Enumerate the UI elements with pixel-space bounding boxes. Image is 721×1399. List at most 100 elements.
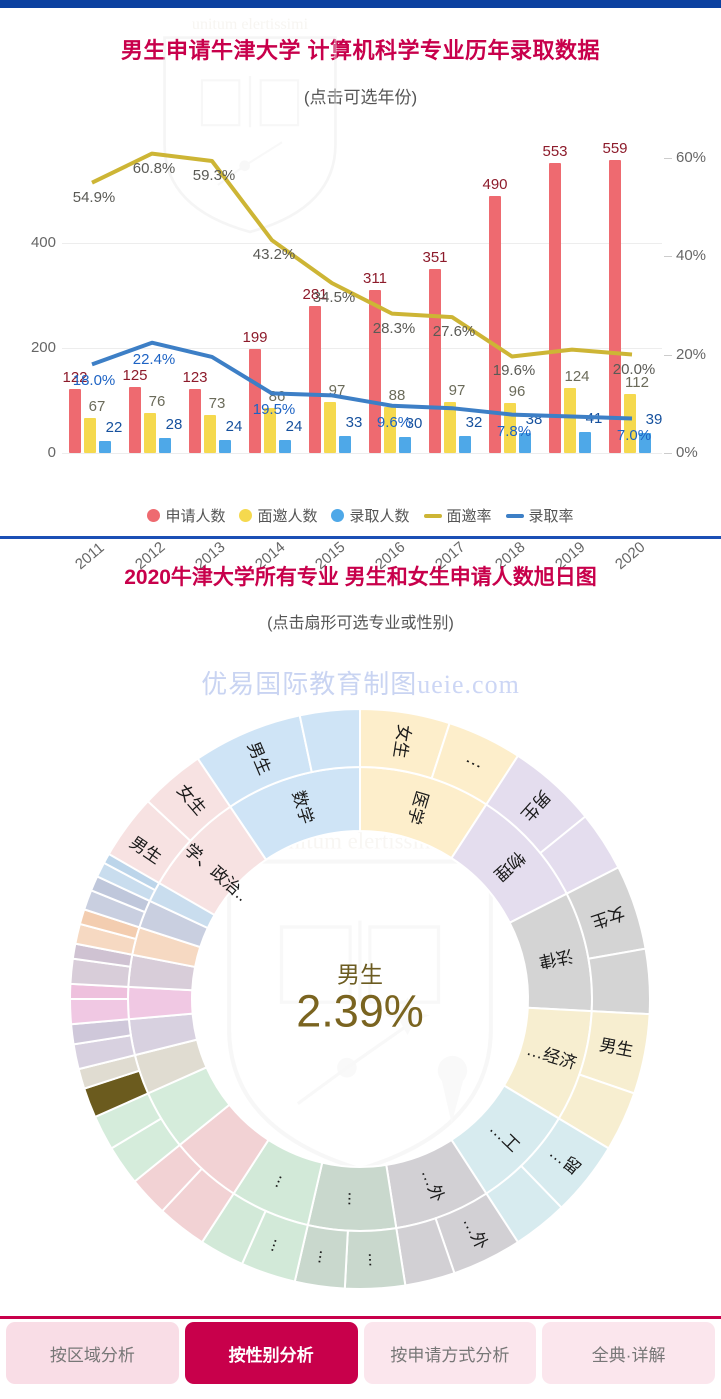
data-label: 24 (285, 418, 303, 436)
bar[interactable] (264, 407, 276, 453)
tab-0[interactable]: 按区域分析 (6, 1322, 179, 1384)
data-label: 281 (302, 285, 328, 303)
bar[interactable] (459, 436, 471, 453)
bar[interactable] (399, 437, 411, 453)
sunburst-subtitle: (点击扇形可选专业或性别) (267, 615, 454, 632)
rate-label: 7.8% (496, 422, 532, 440)
rate-label: 7.0% (616, 426, 652, 444)
y-axis-left-tick: 200 (30, 339, 56, 357)
bar[interactable] (84, 417, 96, 453)
bar[interactable] (369, 289, 381, 453)
bar[interactable] (564, 388, 576, 453)
bar-group[interactable] (185, 128, 239, 453)
legend-item[interactable]: 录取人数 (331, 505, 410, 526)
oxford-crest-watermark: unitum elertissimi (163, 16, 337, 234)
sunburst-segment-label: ... (267, 1237, 290, 1256)
data-label: 112 (625, 374, 649, 392)
page-subtitle: (点击可选年份) (303, 88, 418, 107)
sunburst-segment-label: ... (271, 1173, 294, 1193)
legend-label: 录取率 (528, 508, 574, 525)
page-title: 男生申请牛津大学 计算机科学专业历年录取数据 (120, 38, 601, 63)
bar-group[interactable] (125, 128, 179, 453)
bar[interactable] (99, 441, 111, 453)
gridline (62, 453, 662, 454)
bar[interactable] (489, 196, 501, 453)
tabbar[interactable]: 按区域分析 按性别分析 按申请方式分析 全典·详解 (0, 1322, 721, 1384)
y-axis-left-tick: 0 (47, 444, 56, 461)
legend-item[interactable]: 申请人数 (147, 505, 225, 526)
legend-dot-icon (331, 509, 345, 522)
y-axis-right-tick: 0% (676, 444, 698, 461)
bar[interactable] (579, 431, 591, 453)
legend-line-icon (423, 513, 442, 518)
tab-3[interactable]: 全典·详解 (542, 1322, 715, 1384)
legend-dot-icon (147, 509, 161, 522)
bar[interactable] (204, 414, 216, 453)
legend-item[interactable]: 录取率 (505, 505, 574, 526)
tick-mark (664, 157, 672, 159)
bar-groups[interactable] (62, 128, 662, 453)
bar[interactable] (624, 394, 636, 453)
sunburst-segment[interactable] (68, 998, 130, 1026)
line-series[interactable] (91, 151, 633, 359)
bar-group[interactable] (365, 128, 419, 453)
bar[interactable] (339, 435, 351, 453)
gridline (62, 348, 662, 350)
tab-1[interactable]: 按性别分析 (184, 1322, 358, 1384)
legend-item[interactable]: 面邀率 (423, 505, 492, 526)
bar[interactable] (609, 159, 621, 453)
section-divider (0, 536, 721, 539)
rate-label: 34.5% (312, 289, 356, 307)
y-axis-right-tick: 20% (676, 345, 707, 363)
sunburst-title: 2020牛津大学所有专业 男生和女生申请人数旭日图 (124, 566, 597, 589)
bar[interactable] (444, 402, 456, 453)
legend-item[interactable]: 面邀人数 (239, 505, 317, 526)
bar[interactable] (309, 305, 321, 453)
bar[interactable] (384, 406, 396, 453)
bar[interactable] (324, 402, 336, 453)
rate-label: 60.8% (132, 159, 176, 177)
chart-legend[interactable]: 申请人数 面邀人数 录取人数 面邀率 录取率 (0, 505, 721, 526)
bar[interactable] (159, 438, 171, 453)
bar[interactable] (69, 389, 81, 453)
line-series[interactable] (91, 340, 633, 421)
data-label: 123 (182, 368, 208, 386)
data-label: 122 (62, 369, 88, 387)
bar-group[interactable] (545, 128, 599, 453)
bar[interactable] (144, 413, 156, 453)
sunburst-segment[interactable] (127, 985, 194, 1021)
bar[interactable] (519, 433, 531, 453)
sunburst-segment[interactable] (102, 852, 161, 892)
rate-label: 43.2% (252, 246, 296, 264)
bar[interactable] (639, 432, 651, 453)
data-label: 559 (602, 139, 628, 157)
bar[interactable] (189, 388, 201, 453)
bar[interactable] (549, 163, 561, 453)
sunburst-segment-label: ⋮ (461, 752, 485, 776)
data-label: 553 (542, 143, 568, 161)
sunburst-panel: 2020牛津大学所有专业 男生和女生申请人数旭日图 (点击扇形可选专业或性别) … (0, 539, 721, 1314)
data-label: 88 (388, 386, 406, 404)
data-label: 39 (645, 410, 663, 428)
data-label: 67 (88, 397, 106, 415)
rate-label: 54.9% (72, 188, 116, 206)
bar-group[interactable] (245, 128, 299, 453)
bar[interactable] (129, 387, 141, 453)
admissions-chart[interactable]: unitum elertissimi 0 200 400 0% 20% 40% 60% 122… (0, 16, 721, 573)
bar[interactable] (279, 440, 291, 453)
bar[interactable] (249, 348, 261, 453)
bar-group[interactable] (605, 128, 659, 453)
data-label: 490 (482, 176, 508, 194)
tab-2[interactable]: 按申请方式分析 (363, 1322, 537, 1384)
data-label: 30 (405, 415, 423, 433)
sunburst-segment[interactable] (587, 947, 651, 1016)
rate-label: 9.6% (376, 413, 412, 431)
sunburst-segment[interactable] (298, 707, 361, 774)
bar-group[interactable] (65, 128, 119, 453)
sunburst-chart[interactable]: unitum elertissimi 哲学、政治.. 数学 医学 物理 法律 …经济 …工…… (30, 679, 690, 1319)
legend-label: 面邀率 (446, 508, 492, 525)
bar[interactable] (219, 440, 231, 453)
plot-area: 0 200 400 0% 20% 40% 60% 122 67 22 125 76 28 123 73 24 1… (31, 128, 706, 461)
bar-group[interactable] (305, 128, 359, 453)
